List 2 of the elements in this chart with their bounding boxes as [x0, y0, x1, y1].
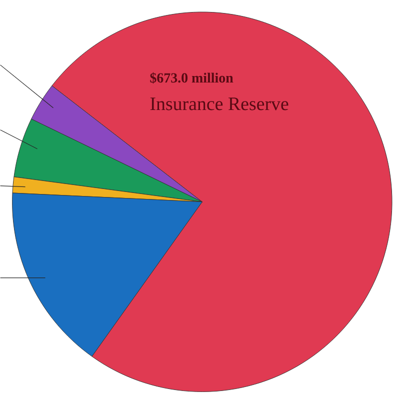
- slice-label: Insurance Reserve: [150, 98, 288, 110]
- data-label: $673.0 million: [150, 72, 234, 84]
